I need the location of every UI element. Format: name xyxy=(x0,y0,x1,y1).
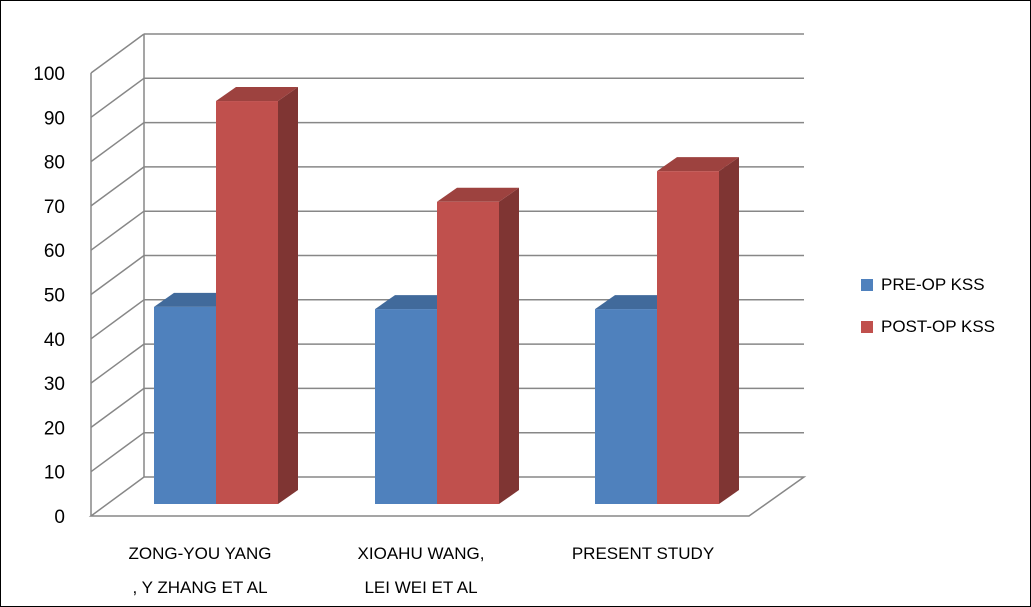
floor xyxy=(88,476,807,517)
gridline-diagonal xyxy=(90,166,145,207)
bar-top xyxy=(657,157,739,172)
bar-top xyxy=(595,295,677,310)
x-tick-label: PRESENT STUDY xyxy=(572,544,714,563)
y-tick-label: 10 xyxy=(44,463,65,484)
gridline-diagonal xyxy=(90,343,145,384)
bar-front xyxy=(595,309,657,504)
x-axis-labels: ZONG-YOU YANG , Y ZHANG ET AL XIOAHU WANG,… xyxy=(129,544,715,597)
bar-front xyxy=(375,309,437,504)
bar-side xyxy=(278,87,298,504)
legend-item-post-op: POST-OP KSS xyxy=(861,315,995,339)
bar-top xyxy=(154,292,236,307)
legend-item-pre-op: PRE-OP KSS xyxy=(861,273,995,297)
bars xyxy=(154,87,739,504)
gridline-diagonal xyxy=(90,33,145,74)
gridline-diagonal xyxy=(90,121,145,163)
y-axis-ticks: 0 10 20 30 40 50 60 70 80 90 100 xyxy=(33,64,65,528)
bar-front xyxy=(216,101,278,504)
y-tick-label: 80 xyxy=(44,153,65,174)
bar-top xyxy=(375,295,457,310)
y-tick-label: 30 xyxy=(44,374,65,395)
y-tick-label: 100 xyxy=(33,64,65,85)
gridline-diagonal xyxy=(90,77,145,118)
gridline-diagonal xyxy=(90,299,145,340)
legend-label-pre-op: PRE-OP KSS xyxy=(881,275,985,294)
bar-side xyxy=(499,187,519,504)
y-tick-label: 20 xyxy=(44,418,65,439)
x-tick-label: LEI WEI ET AL xyxy=(364,578,477,597)
gridline-diagonal xyxy=(90,210,145,251)
y-tick-label: 70 xyxy=(44,197,65,218)
x-tick-label: ZONG-YOU YANG xyxy=(129,544,272,563)
legend-swatch-post-op xyxy=(861,321,873,333)
x-tick-label: XIOAHU WANG, xyxy=(358,544,485,563)
bar-top xyxy=(216,87,298,102)
bar-front xyxy=(154,306,216,504)
bar-side xyxy=(719,157,739,504)
y-tick-label: 60 xyxy=(44,241,65,262)
legend: PRE-OP KSS POST-OP KSS xyxy=(861,273,995,357)
y-tick-label: 90 xyxy=(44,108,65,129)
x-tick-label: , Y ZHANG ET AL xyxy=(132,578,267,597)
bar-front xyxy=(437,201,499,504)
gridline-diagonal xyxy=(90,254,145,296)
bar xyxy=(437,187,519,504)
y-tick-label: 40 xyxy=(44,330,65,351)
y-tick-label: 50 xyxy=(44,286,65,307)
bar xyxy=(657,157,739,504)
gridline-diagonal xyxy=(90,432,145,473)
gridline-diagonal xyxy=(90,387,145,429)
bar-front xyxy=(657,171,719,504)
legend-swatch-pre-op xyxy=(861,279,873,291)
legend-label-post-op: POST-OP KSS xyxy=(881,317,996,336)
y-tick-label: 0 xyxy=(54,507,65,528)
bar-top xyxy=(437,187,519,202)
bar xyxy=(216,87,298,504)
